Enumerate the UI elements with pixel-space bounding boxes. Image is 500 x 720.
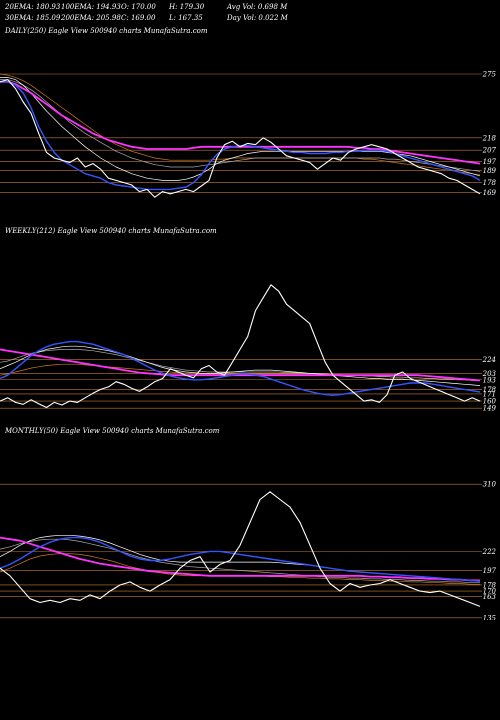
weekly-panel-label: WEEKLY(212) Eagle View 500940 charts Mun… [5, 227, 217, 235]
series-line-ema-200 [0, 536, 480, 582]
monthly-panel-label: MONTHLY(50) Eagle View 500940 charts Mun… [5, 427, 220, 435]
y-tick-label: 203 [482, 370, 497, 378]
header-close: C: 169.00 [121, 14, 156, 22]
series-line-ema-fast [0, 81, 481, 191]
y-tick-label: 178 [483, 386, 497, 394]
series-line-ema-200 [0, 80, 481, 165]
header-avg-vol: Avg Vol: 0.698 M [227, 3, 288, 11]
header-day-vol: Day Vol: 0.022 M [227, 14, 288, 22]
y-tick-label: 170 [483, 588, 497, 596]
series-line-ema-30 [0, 534, 481, 582]
y-tick-label: 207 [482, 147, 497, 155]
y-tick-label: 189 [483, 167, 497, 175]
y-tick-label: 222 [482, 548, 497, 556]
header-open: O: 170.00 [121, 3, 156, 11]
header-200ema: 200EMA: 205.98 [61, 14, 121, 22]
series-line-ema-20 [0, 553, 480, 585]
y-tick-label: 169 [483, 189, 497, 197]
series-line-price [0, 491, 481, 607]
y-tick-label: 160 [483, 398, 497, 406]
daily-panel-label: DAILY(250) Eagle View 500940 charts Muna… [5, 27, 208, 35]
series-line-ema-fast [0, 340, 481, 397]
header-high: H: 179.30 [169, 3, 205, 11]
y-tick-label: 197 [483, 567, 497, 575]
y-tick-label: 310 [483, 481, 497, 489]
y-tick-label: 224 [482, 356, 496, 364]
series-line-ema-30 [0, 77, 481, 181]
y-tick-label: 149 [483, 405, 497, 413]
y-tick-label: 218 [482, 134, 497, 142]
y-tick-label: 197 [483, 158, 497, 166]
series-line-ema-30 [0, 345, 481, 386]
header-100ema: 100EMA: 194.93 [61, 3, 121, 11]
header-low: L: 167.35 [169, 14, 203, 22]
series-line-ema-200 [0, 348, 481, 382]
series-line-ema-100 [0, 349, 480, 381]
y-tick-label: 275 [482, 71, 497, 79]
y-tick-label: 178 [483, 581, 497, 589]
y-tick-label: 163 [483, 593, 497, 601]
series-line-ema-100 [0, 79, 481, 172]
y-tick-label: 193 [483, 376, 497, 384]
header-30ema: 30EMA: 185.09 [5, 14, 61, 22]
series-line-price [0, 79, 481, 198]
y-tick-label: 135 [483, 614, 497, 620]
series-line-ema-100 [0, 538, 480, 584]
series-line-price [0, 284, 481, 409]
header-20ema: 20EMA: 180.93 [5, 3, 61, 11]
y-tick-label: 171 [483, 390, 496, 398]
series-line-ema-20 [0, 73, 481, 176]
y-tick-label: 178 [483, 179, 497, 187]
series-line-ema-fast [0, 536, 481, 582]
